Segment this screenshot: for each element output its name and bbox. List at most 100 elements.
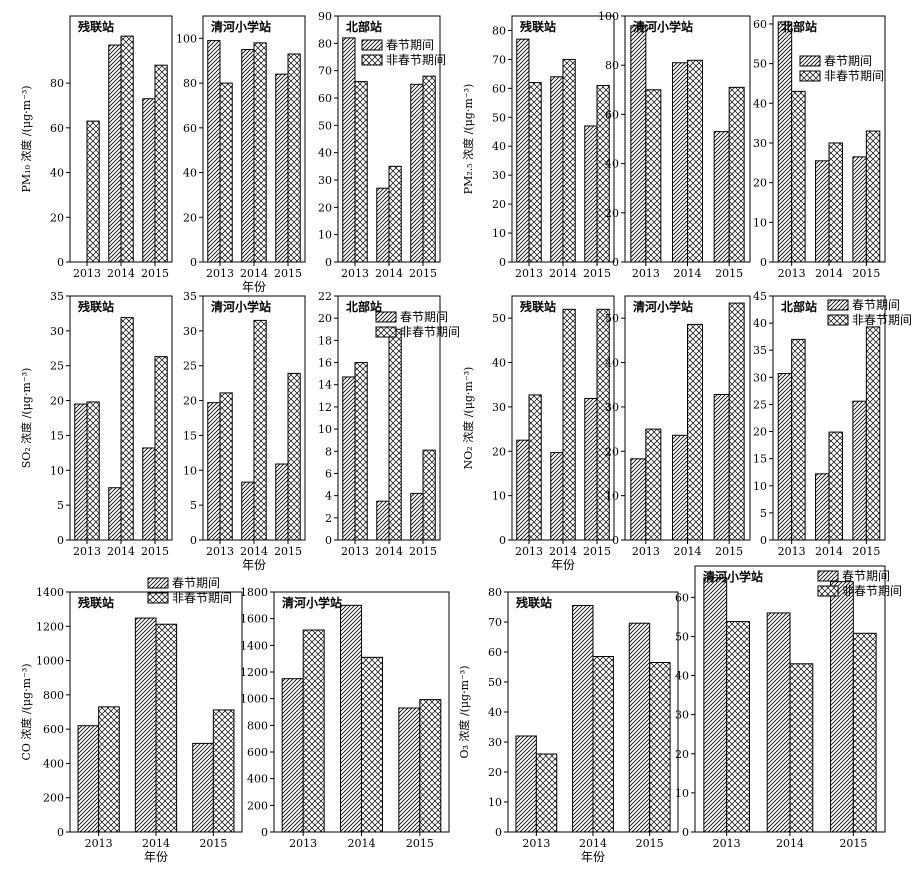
bar-spring-festival (777, 21, 793, 263)
bar-spring-festival (376, 500, 390, 541)
legend-label-non-spring: 非春节期间 (386, 53, 446, 67)
y-tick-label: 10 (492, 490, 506, 503)
y-tick-label: 18 (318, 334, 332, 347)
bar-non-spring-festival (687, 323, 703, 541)
x-tick-label: 2014 (375, 267, 403, 280)
y-tick-label: 25 (183, 360, 197, 373)
bar-spring-festival (207, 40, 221, 263)
bar-spring-festival (77, 725, 100, 833)
bar-non-spring-festival (120, 317, 134, 541)
station-title: 清河小学站 (211, 19, 271, 34)
y-tick-label: 40 (605, 158, 619, 171)
bar-non-spring-festival (865, 326, 881, 541)
bar-spring-festival (376, 187, 390, 263)
bar-non-spring-festival (828, 431, 843, 541)
y-tick-label: 30 (318, 174, 332, 187)
bar-non-spring-festival (645, 428, 662, 541)
y-tick-label: 5 (760, 507, 767, 520)
bar-non-spring-festival (388, 165, 402, 263)
bar-non-spring-festival (253, 319, 267, 541)
bar-non-spring-festival (828, 142, 843, 263)
bar-spring-festival (342, 376, 356, 541)
bar-spring-festival (275, 463, 289, 541)
y-tick-label: 30 (50, 325, 64, 338)
y-tick-label: 60 (318, 92, 332, 105)
bar-spring-festival (815, 473, 830, 541)
y-tick-label: 20 (675, 748, 689, 761)
y-tick-label: 1400 (240, 639, 268, 652)
y-tick-label: 40 (488, 706, 502, 719)
bar-non-spring-festival (528, 394, 542, 541)
bar-spring-festival (550, 76, 564, 263)
y-tick-label: 35 (50, 290, 64, 303)
station-title: 清河小学站 (282, 595, 342, 610)
y-tick-label: 35 (753, 344, 767, 357)
y-tick-label: 0 (325, 534, 332, 547)
y-tick-label: 50 (605, 312, 619, 325)
y-tick-label: 0 (190, 534, 197, 547)
y-tick-label: 60 (675, 591, 689, 604)
y-tick-label: 50 (318, 119, 332, 132)
y-tick-label: 40 (753, 97, 767, 110)
y-tick-label: 10 (50, 464, 64, 477)
y-axis-label: O₃ 浓度 /(μg·m⁻³) (457, 665, 471, 758)
bar-non-spring-festival (562, 58, 576, 263)
chart-panel-no2-9: 0 10 20 30 40 50 2013 2014 2015 残联站 NO₂ 浓度 /(μg·m⁻… (461, 295, 615, 572)
bar-spring-festival (142, 98, 156, 263)
bar-spring-festival (630, 458, 647, 541)
bar-non-spring-festival (791, 90, 806, 263)
bar-non-spring-festival (422, 75, 436, 263)
y-tick-label: 35 (183, 290, 197, 303)
bar-spring-festival (572, 605, 594, 833)
y-tick-label: 60 (50, 122, 64, 135)
y-tick-label: 40 (50, 167, 64, 180)
y-tick-label: 20 (183, 395, 197, 408)
legend-swatch-spring (147, 577, 169, 589)
legend-swatch-spring (799, 55, 821, 67)
y-tick-label: 30 (488, 736, 502, 749)
bar-non-spring-festival (789, 663, 814, 833)
x-tick-label: 2014 (240, 545, 268, 558)
bar-non-spring-festival (728, 86, 745, 263)
bar-spring-festival (852, 400, 867, 541)
y-tick-label: 80 (318, 37, 332, 50)
legend-label-spring: 春节期间 (172, 576, 220, 590)
station-title: 清河小学站 (703, 569, 763, 584)
x-axis-label: 年份 (242, 558, 266, 572)
y-tick-label: 1000 (36, 655, 64, 668)
y-tick-label: 0 (57, 534, 64, 547)
bar-spring-festival (108, 487, 122, 541)
y-tick-label: 1400 (36, 586, 64, 599)
y-tick-label: 15 (50, 429, 64, 442)
bar-spring-festival (275, 73, 289, 263)
bar-spring-festival (550, 452, 564, 541)
x-tick-label: 2014 (579, 837, 607, 850)
y-tick-label: 10 (492, 227, 506, 240)
y-tick-label: 0 (760, 534, 767, 547)
y-tick-label: 30 (492, 169, 506, 182)
y-tick-label: 30 (753, 371, 767, 384)
y-tick-label: 30 (492, 401, 506, 414)
y-tick-label: 60 (488, 646, 502, 659)
y-axis-label: NO₂ 浓度 /(μg·m⁻³) (461, 367, 475, 470)
x-tick-label: 2013 (522, 837, 550, 850)
x-tick-label: 2013 (289, 837, 317, 850)
y-tick-label: 1600 (240, 613, 268, 626)
legend-swatch-spring (375, 311, 397, 323)
bar-spring-festival (830, 581, 854, 833)
legend-swatch-non-spring (361, 54, 383, 66)
chart-panel-co-13: 0 200 400 600 800 1000 1200 1400 1600 1800 2013 201… (240, 586, 450, 850)
y-tick-label: 80 (50, 77, 64, 90)
legend-label-non-spring: 非春节期间 (172, 591, 232, 605)
bar-spring-festival (241, 49, 255, 263)
bar-non-spring-festival (865, 130, 881, 263)
y-axis-label: PM₂.₅ 浓度 /(μg·m⁻³) (461, 84, 475, 195)
legend-label-spring: 春节期间 (852, 298, 900, 312)
bar-non-spring-festival (287, 372, 301, 541)
station-title: 残联站 (78, 19, 114, 34)
